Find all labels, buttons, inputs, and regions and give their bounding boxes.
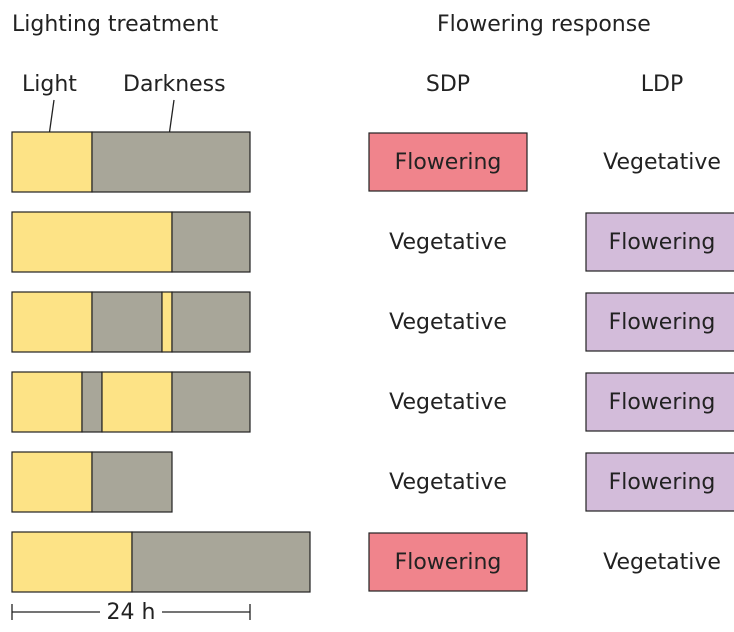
light-segment xyxy=(11,211,173,273)
flowering-box xyxy=(585,372,734,432)
dark-segment xyxy=(81,371,103,433)
response: Flowering xyxy=(609,230,716,255)
dark-segment xyxy=(91,131,251,193)
dark-segment xyxy=(131,531,311,593)
column-header: LDP xyxy=(641,72,683,97)
response: Flowering xyxy=(395,550,502,575)
light-segment xyxy=(101,371,173,433)
response: Vegetative xyxy=(389,470,507,495)
flowering-box xyxy=(585,292,734,352)
light-segment xyxy=(11,291,93,353)
dark-segment xyxy=(91,451,173,513)
responses: Flowering Vegetative Vegetative Flowering Ve… xyxy=(389,150,721,575)
bars xyxy=(11,131,311,593)
dark-segment xyxy=(171,211,251,273)
response: Vegetative xyxy=(389,230,507,255)
light-segment xyxy=(11,531,133,593)
response: Vegetative xyxy=(603,150,721,175)
flowering-box xyxy=(368,132,528,192)
header-left: Lighting treatment xyxy=(12,12,219,37)
response: Flowering xyxy=(395,150,502,175)
response: Vegetative xyxy=(603,550,721,575)
column-header: SDP xyxy=(426,72,470,97)
light-label: Light xyxy=(22,72,77,97)
light-segment xyxy=(11,451,93,513)
light-segment xyxy=(11,371,83,433)
flowering-box xyxy=(368,532,528,592)
response: Vegetative xyxy=(389,390,507,415)
darkness-label: Darkness xyxy=(123,72,226,97)
response: Flowering xyxy=(609,310,716,335)
header-right: Flowering response xyxy=(437,12,651,37)
dark-segment xyxy=(171,291,251,353)
dark-segment xyxy=(91,291,163,353)
response: Flowering xyxy=(609,390,716,415)
flowering-box xyxy=(585,452,734,512)
light-segment xyxy=(161,291,173,353)
flowering-box xyxy=(585,212,734,272)
light-segment xyxy=(11,131,93,193)
response: Flowering xyxy=(609,470,716,495)
scale-label: 24 h xyxy=(107,600,156,625)
response: Vegetative xyxy=(389,310,507,335)
dark-segment xyxy=(171,371,251,433)
